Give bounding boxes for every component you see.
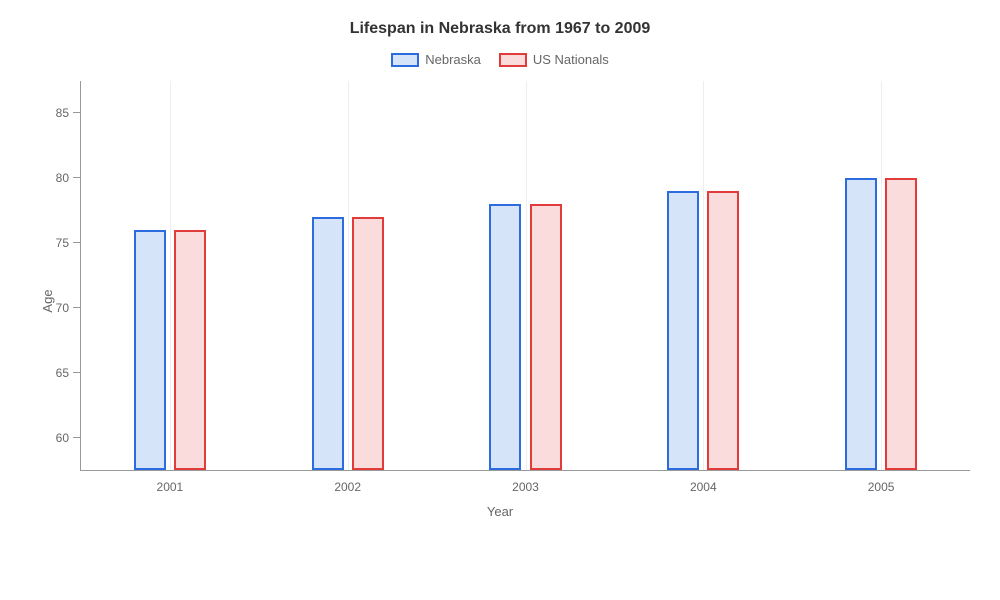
x-gridline bbox=[348, 81, 349, 470]
legend-label-us-nationals: US Nationals bbox=[533, 52, 609, 67]
x-axis-label: Year bbox=[487, 504, 513, 519]
chart-title: Lifespan in Nebraska from 1967 to 2009 bbox=[30, 20, 970, 38]
y-tick-label: 60 bbox=[56, 431, 69, 445]
bar-us-nationals-2004[interactable] bbox=[707, 191, 739, 470]
legend: Nebraska US Nationals bbox=[30, 52, 970, 67]
x-tick-label: 2001 bbox=[157, 480, 184, 494]
y-tick bbox=[73, 307, 81, 308]
bar-nebraska-2003[interactable] bbox=[489, 204, 521, 470]
y-tick bbox=[73, 177, 81, 178]
chart-container: Lifespan in Nebraska from 1967 to 2009 N… bbox=[0, 0, 1000, 600]
x-tick-label: 2003 bbox=[512, 480, 539, 494]
bar-us-nationals-2002[interactable] bbox=[352, 217, 384, 470]
x-tick-label: 2004 bbox=[690, 480, 717, 494]
x-gridline bbox=[703, 81, 704, 470]
legend-label-nebraska: Nebraska bbox=[425, 52, 481, 67]
legend-swatch-nebraska bbox=[391, 53, 419, 67]
bar-nebraska-2001[interactable] bbox=[134, 230, 166, 470]
bar-nebraska-2002[interactable] bbox=[312, 217, 344, 470]
bar-us-nationals-2003[interactable] bbox=[530, 204, 562, 470]
bar-nebraska-2005[interactable] bbox=[845, 178, 877, 470]
bar-us-nationals-2001[interactable] bbox=[174, 230, 206, 470]
y-tick bbox=[73, 437, 81, 438]
y-tick-label: 65 bbox=[56, 366, 69, 380]
plot-wrapper: Age 60657075808520012002200320042005 Yea… bbox=[30, 81, 970, 521]
x-tick-label: 2002 bbox=[334, 480, 361, 494]
legend-swatch-us-nationals bbox=[499, 53, 527, 67]
y-axis-label: Age bbox=[40, 289, 55, 312]
x-tick-label: 2005 bbox=[868, 480, 895, 494]
y-tick bbox=[73, 372, 81, 373]
bar-us-nationals-2005[interactable] bbox=[885, 178, 917, 470]
legend-item-nebraska[interactable]: Nebraska bbox=[391, 52, 481, 67]
x-gridline bbox=[881, 81, 882, 470]
y-tick-label: 75 bbox=[56, 236, 69, 250]
x-gridline bbox=[170, 81, 171, 470]
y-tick-label: 80 bbox=[56, 171, 69, 185]
plot-area: 60657075808520012002200320042005 bbox=[80, 81, 970, 471]
y-tick bbox=[73, 242, 81, 243]
bar-nebraska-2004[interactable] bbox=[667, 191, 699, 470]
x-gridline bbox=[526, 81, 527, 470]
y-tick-label: 70 bbox=[56, 301, 69, 315]
y-tick-label: 85 bbox=[56, 106, 69, 120]
legend-item-us-nationals[interactable]: US Nationals bbox=[499, 52, 609, 67]
y-tick bbox=[73, 112, 81, 113]
